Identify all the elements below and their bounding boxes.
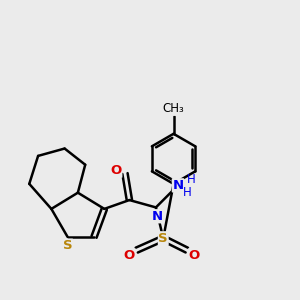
Text: H: H <box>187 173 196 186</box>
Text: O: O <box>110 164 122 177</box>
Text: O: O <box>124 249 135 262</box>
Text: N: N <box>172 179 184 192</box>
Text: H: H <box>182 186 191 199</box>
Text: CH₃: CH₃ <box>163 102 184 115</box>
Text: S: S <box>158 232 168 245</box>
Text: S: S <box>63 239 72 252</box>
Text: O: O <box>188 249 200 262</box>
Text: N: N <box>152 210 163 223</box>
